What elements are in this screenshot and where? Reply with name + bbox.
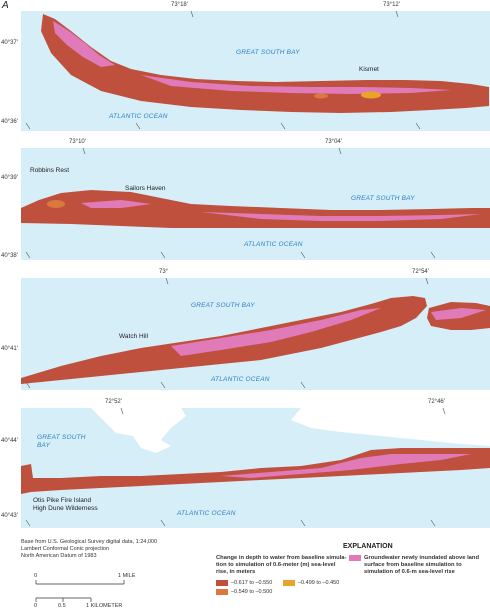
legend-inundated-line: surface from baseline simulation to <box>364 562 462 568</box>
lon-label: 72°52' <box>105 399 122 405</box>
legend-class-1-label: –0.617 to –0.550 <box>231 580 273 586</box>
map-panel-1-canvas <box>21 11 490 131</box>
place-label-robbins-rest: Robbins Rest <box>30 167 70 174</box>
inundated-area <box>201 212 481 221</box>
ocean-label: ATLANTIC OCEAN <box>211 376 270 383</box>
bay-label: GREAT SOUTH BAY <box>351 195 415 202</box>
legend-inundated-label: Groundwater newly inundated above land s… <box>364 555 489 576</box>
credit-line: Base from U.S. Geological Survey digital… <box>21 539 158 545</box>
lat-label: 40°44' <box>1 438 18 444</box>
graticule-ticks <box>120 408 446 415</box>
scale-km-05: 0.5 <box>58 603 66 609</box>
lat-label: 40°37' <box>1 40 18 46</box>
scale-mile-0: 0 <box>34 573 38 579</box>
legend-swatch-class-1 <box>216 580 228 586</box>
inundated-area <box>171 308 381 356</box>
graticule-ticks <box>25 519 436 527</box>
graticule-ticks <box>25 381 306 389</box>
legend-title: EXPLANATION <box>343 543 393 550</box>
change-class-3-patch <box>361 91 381 99</box>
place-label-sailors-haven: Sailors Haven <box>125 185 166 192</box>
ocean-label: ATLANTIC OCEAN <box>177 510 236 517</box>
inundated-area <box>431 308 486 320</box>
legend-swatch-class-3 <box>283 580 295 586</box>
graticule-ticks <box>165 278 429 285</box>
lat-label: 40°36' <box>1 119 18 125</box>
change-class-2-patch <box>47 200 65 208</box>
map-panel-2-canvas <box>21 148 490 260</box>
place-label-high-dune: High Dune Wilderness <box>33 505 98 512</box>
inundated-area <box>141 75 451 94</box>
lon-label: 73°12' <box>383 2 400 8</box>
graticule-ticks <box>82 148 342 155</box>
mainland <box>91 408 186 453</box>
bay-label: GREAT SOUTH BAY <box>191 302 255 309</box>
panel-letter: A <box>2 0 9 11</box>
scale-bar-graphic <box>35 580 125 602</box>
lon-label: 73° <box>159 269 169 275</box>
place-label-watch-hill: Watch Hill <box>119 333 149 340</box>
lon-label: 72°46' <box>428 399 445 405</box>
lat-label: 40°38' <box>1 253 18 259</box>
bay-label: BAY <box>37 442 51 449</box>
map-panel-4: 72°52' 72°46' GREAT SOUTH BAY ATLANTIC O… <box>21 399 490 528</box>
lon-label: 73°04' <box>325 139 342 145</box>
map-panel-2: 73°10' 73°04' GREAT SOUTH BAY ATLANTIC O… <box>21 139 490 260</box>
graticule-ticks <box>190 11 399 18</box>
map-panel-4-canvas <box>21 408 490 528</box>
map-panel-3: 73° 72°54' GREAT SOUTH BAY ATLANTIC OCEA… <box>21 269 490 390</box>
lon-label: 73°10' <box>69 139 86 145</box>
lat-label: 40°43' <box>1 513 18 519</box>
legend-class-3-label: –0.499 to –0.450 <box>298 580 340 586</box>
legend-change-line: tion to simulation of 0.6-meter (m) sea-… <box>216 562 336 568</box>
map-panel-3-canvas <box>21 278 490 390</box>
place-label-otis-pike: Otis Pike Fire Island <box>33 497 92 504</box>
lat-label: 40°39' <box>1 175 18 181</box>
legend-class-2-label: –0.549 to –0.500 <box>231 589 273 595</box>
inundated-area <box>81 200 151 208</box>
legend-inundated-line: simulation of 0.6-m sea-level rise <box>364 569 455 575</box>
inundated-area <box>53 21 115 67</box>
ocean-label: ATLANTIC OCEAN <box>244 241 303 248</box>
place-label-kismet: Kismet <box>359 66 379 73</box>
scale-bar: 0 1 MILE 0 0.5 1 KILOMETER <box>30 573 150 611</box>
lon-label: 72°54' <box>412 269 429 275</box>
scale-km-1: 1 KILOMETER <box>86 603 123 609</box>
bay-label: GREAT SOUTH BAY <box>236 49 300 56</box>
lat-label: 40°41' <box>1 346 18 352</box>
scale-mile-1: 1 MILE <box>118 573 136 579</box>
legend-change-line: rise, in meters <box>216 569 256 575</box>
legend-swatch-inundated <box>349 555 361 561</box>
legend-swatch-class-2 <box>216 589 228 595</box>
graticule-ticks <box>25 251 436 259</box>
lon-label: 73°18' <box>171 2 188 8</box>
graticule-ticks <box>25 122 421 130</box>
legend-change-line: Change in depth to water from baseline s… <box>216 555 347 561</box>
inundated-area <box>221 454 471 478</box>
ocean-label: ATLANTIC OCEAN <box>109 113 168 120</box>
credit-line: North American Datum of 1983 <box>21 553 97 559</box>
scale-km-0: 0 <box>34 603 38 609</box>
map-panel-1: 73°18' 73°12' GREAT SOUTH BAY ATLANTIC O… <box>21 2 490 131</box>
bay-label: GREAT SOUTH <box>37 434 86 441</box>
legend-inundated-line: Groundwater newly inundated above land <box>364 555 479 561</box>
legend-change-label: Change in depth to water from baseline s… <box>216 555 366 576</box>
credit-line: Lambert Conformal Conic projection <box>21 546 110 552</box>
map-credits: Base from U.S. Geological Survey digital… <box>21 539 157 560</box>
change-class-2-patch <box>314 93 328 99</box>
mainland <box>291 408 490 446</box>
